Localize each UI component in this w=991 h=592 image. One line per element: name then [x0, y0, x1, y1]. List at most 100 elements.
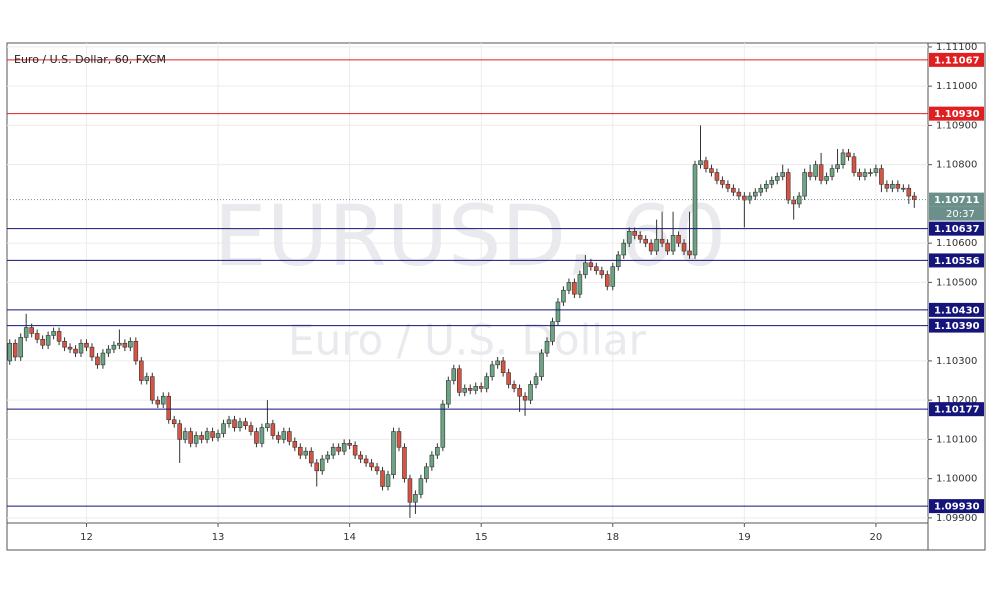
candle-body — [599, 270, 605, 275]
candle-body — [835, 164, 840, 169]
candle-body — [583, 262, 588, 275]
candle-body — [435, 446, 440, 456]
candle-body — [292, 441, 298, 448]
candle-body — [270, 423, 276, 436]
candle-body — [912, 195, 917, 200]
candle-body — [259, 427, 265, 444]
candle-body — [446, 380, 451, 405]
level-tag-label: 1.10430 — [934, 305, 980, 316]
candle-body — [155, 399, 161, 405]
x-tick-label: 18 — [606, 532, 619, 543]
candle-body — [467, 388, 473, 391]
candle-body — [133, 340, 139, 362]
candle-body — [478, 386, 484, 389]
candle-body — [139, 360, 144, 381]
level-tag-label: 1.10930 — [934, 109, 980, 120]
candle-body — [144, 376, 150, 381]
level-tag — [929, 302, 984, 317]
candle-body — [605, 274, 610, 287]
candle-body — [226, 419, 232, 425]
candle-body — [221, 423, 226, 434]
candle-body — [698, 160, 703, 165]
candle-body — [199, 435, 204, 440]
y-tick-label: 1.10100 — [936, 434, 977, 445]
level-tag-label: 1.10177 — [934, 405, 980, 416]
candle-body — [89, 346, 95, 358]
candle-body — [489, 364, 495, 377]
candle-body — [243, 421, 248, 426]
candle-body — [210, 431, 215, 438]
candle-body — [325, 454, 330, 460]
candle-body — [906, 187, 912, 197]
candle-body — [473, 386, 478, 391]
candle-body — [851, 156, 857, 173]
candle-body — [577, 274, 583, 295]
candle-body — [654, 238, 659, 252]
candle-body — [868, 172, 873, 174]
candle-body — [857, 172, 862, 177]
last-price-tag — [929, 192, 984, 207]
candle-body — [34, 333, 40, 340]
x-tick-label: 20 — [870, 532, 883, 543]
candle-body — [572, 282, 577, 295]
candle-body — [725, 183, 731, 189]
candle-body — [528, 384, 533, 401]
candle-body — [396, 431, 402, 448]
candle-body — [873, 168, 879, 173]
level-tag-label: 1.11067 — [934, 55, 980, 66]
candle-body — [78, 342, 84, 354]
candle-body — [40, 339, 45, 346]
candle-body — [12, 342, 18, 358]
candle-body — [901, 187, 906, 190]
candle-body — [413, 494, 418, 503]
x-tick-label: 14 — [343, 532, 356, 543]
candle-body — [594, 266, 599, 271]
y-tick-label: 1.11000 — [936, 81, 977, 92]
candle-body — [829, 168, 835, 177]
countdown-label: 20:37 — [946, 209, 975, 220]
level-tag — [929, 402, 984, 417]
candle-body — [550, 321, 555, 342]
candle-body — [506, 372, 511, 385]
candle-body — [500, 360, 506, 373]
x-tick-label: 13 — [212, 532, 225, 543]
candle-body — [626, 231, 632, 244]
candle-body — [62, 340, 67, 348]
candle-body — [160, 395, 166, 405]
watermark-subtitle: Euro / U.S. Dollar — [288, 316, 647, 365]
candle-body — [281, 431, 287, 440]
candle-body — [511, 384, 517, 389]
candle-body — [785, 172, 791, 201]
y-tick-label: 1.10800 — [936, 160, 977, 171]
candle-body — [681, 242, 687, 252]
candle-body — [824, 176, 829, 181]
candle-body — [128, 340, 133, 348]
candle-body — [29, 327, 34, 334]
candle-body — [610, 266, 616, 287]
candle-body — [802, 172, 807, 197]
candle-body — [517, 388, 522, 397]
countdown-tag — [929, 206, 984, 221]
level-tag-label: 1.10390 — [934, 321, 980, 332]
candle-body — [648, 242, 654, 252]
candle-body — [182, 431, 188, 440]
candle-body — [566, 282, 572, 291]
candle-body — [67, 346, 73, 350]
candle-body — [193, 435, 199, 444]
candle-body — [150, 376, 155, 401]
candle-body — [791, 199, 796, 205]
candle-body — [846, 152, 851, 158]
candle-body — [51, 331, 56, 336]
candle-body — [780, 172, 785, 177]
candle-body — [314, 462, 320, 472]
x-tick-label: 15 — [475, 532, 488, 543]
candle-body — [720, 180, 725, 185]
candle-body — [731, 187, 736, 193]
candle-body — [418, 478, 424, 495]
candle-body — [232, 419, 237, 428]
candle-body — [709, 168, 714, 173]
candle-body — [407, 478, 413, 503]
candle-body — [7, 342, 13, 362]
candle-body — [764, 183, 769, 189]
candle-body — [522, 395, 528, 401]
